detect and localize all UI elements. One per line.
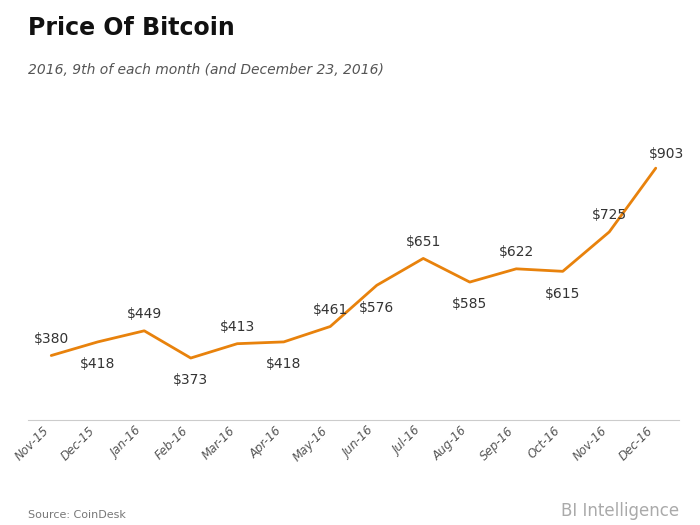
- Text: $651: $651: [405, 235, 441, 249]
- Text: $585: $585: [452, 297, 487, 311]
- Text: $373: $373: [173, 373, 209, 387]
- Text: $576: $576: [359, 300, 394, 314]
- Text: $449: $449: [127, 307, 162, 321]
- Text: $418: $418: [80, 357, 116, 371]
- Text: BI Intelligence: BI Intelligence: [561, 502, 679, 520]
- Text: $461: $461: [313, 303, 348, 317]
- Text: $725: $725: [592, 208, 626, 222]
- Text: $413: $413: [220, 320, 255, 334]
- Text: Price Of Bitcoin: Price Of Bitcoin: [28, 16, 235, 40]
- Text: Source: CoinDesk: Source: CoinDesk: [28, 510, 126, 520]
- Text: $418: $418: [266, 357, 302, 371]
- Text: $380: $380: [34, 332, 69, 346]
- Text: $903: $903: [649, 148, 685, 161]
- Text: 2016, 9th of each month (and December 23, 2016): 2016, 9th of each month (and December 23…: [28, 63, 384, 77]
- Text: $615: $615: [545, 287, 580, 300]
- Text: $622: $622: [498, 245, 534, 259]
